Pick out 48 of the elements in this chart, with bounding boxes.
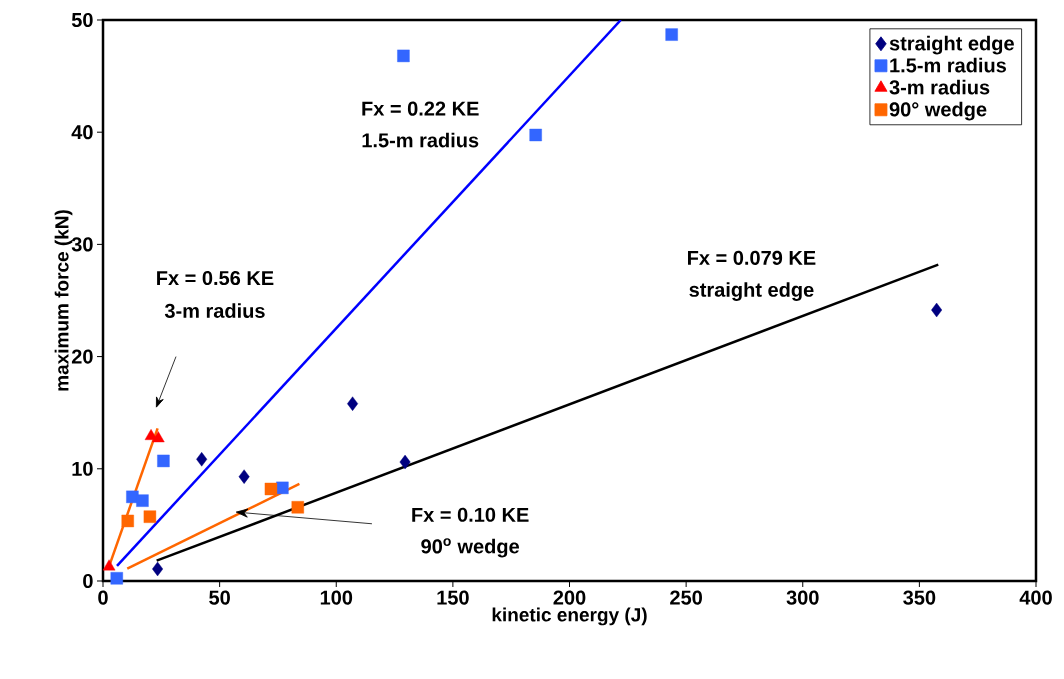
- annotation: 90$^{o}$ wedge: [421, 538, 520, 558]
- point: [276, 481, 289, 495]
- point: [238, 469, 250, 484]
- annotation: straight edge: [689, 282, 814, 301]
- y-tick-label: 0: [83, 573, 93, 589]
- y-tick-label: 40: [71, 125, 93, 140]
- annotation: Fx = 0.22 KE: [362, 101, 479, 116]
- point: [121, 514, 134, 528]
- point: [110, 572, 123, 585]
- point: [665, 28, 678, 41]
- y-tick-label: 30: [71, 237, 93, 252]
- point: [397, 49, 410, 63]
- x-tick-label: 200: [553, 590, 586, 605]
- annotation: 1.5-m radius: [362, 132, 479, 148]
- x-axis-title: kinetic energy (J): [492, 607, 647, 626]
- point: [931, 302, 943, 318]
- x-tick-label: 150: [437, 590, 469, 605]
- point: [196, 452, 208, 467]
- point: [136, 494, 149, 507]
- x-tick-label: 350: [903, 590, 936, 605]
- legend-label: 3-m radius: [889, 79, 990, 95]
- annotation: Fx = 0.079 KE: [688, 250, 816, 265]
- y-axis-title: maximum force (kN): [54, 210, 73, 391]
- y-tick-label: 10: [72, 461, 93, 476]
- x-tick-label: 50: [209, 590, 230, 605]
- legend-label: 1.5-m radius: [890, 57, 1007, 73]
- point: [399, 454, 411, 470]
- x-tick-label: 0: [98, 590, 108, 605]
- x-tick-label: 400: [1019, 590, 1052, 605]
- point: [143, 510, 157, 523]
- x-tick-label: 100: [320, 590, 353, 605]
- point: [347, 396, 359, 411]
- y-tick-label: 20: [71, 349, 93, 364]
- legend-label: 90° wedge: [889, 101, 987, 121]
- point: [157, 454, 170, 468]
- point: [529, 128, 542, 142]
- x-tick-label: 250: [670, 590, 702, 605]
- point: [264, 482, 278, 496]
- annotation: Fx = 0.56 KE: [157, 270, 274, 286]
- point: [291, 501, 304, 514]
- point: [152, 431, 165, 443]
- legend-label: straight edge: [889, 35, 1014, 55]
- annotation: Fx = 0.10 KE: [412, 507, 529, 522]
- x-tick-label: 300: [786, 590, 819, 605]
- y-tick-label: 50: [71, 12, 93, 28]
- annotation: 3-m radius: [164, 303, 265, 318]
- point: [152, 561, 164, 577]
- point: [102, 559, 116, 571]
